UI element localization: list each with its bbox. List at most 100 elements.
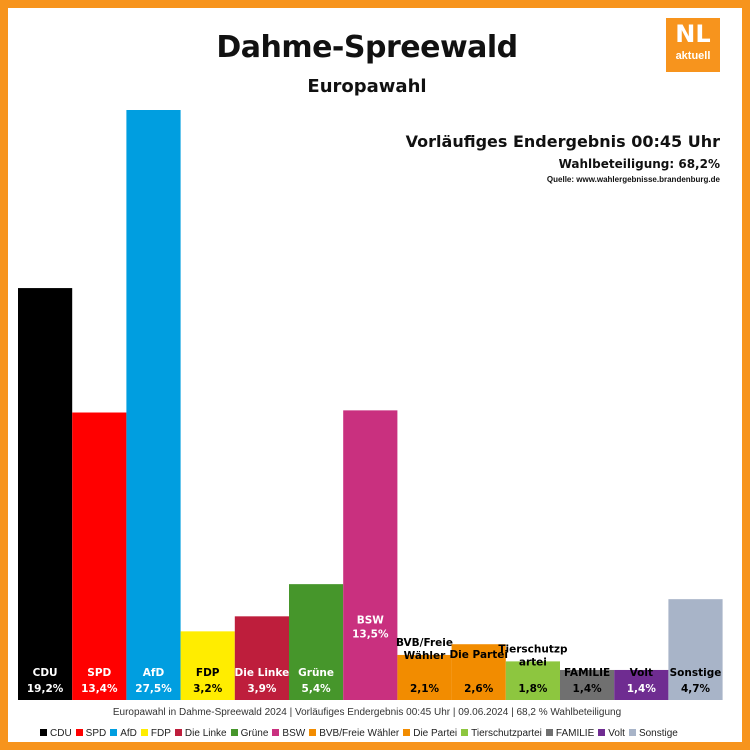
legend-label: BSW: [282, 728, 306, 739]
legend-label: Volt: [608, 728, 625, 739]
category-label-line: AfD: [143, 667, 165, 679]
category-label-gr-ne: Grüne: [298, 667, 334, 679]
legend-item-die-partei: Die Partei: [403, 728, 457, 739]
category-label-line: Tierschutzp: [498, 643, 568, 655]
category-label-die-linke: Die Linke: [235, 667, 290, 679]
legend-item-tierschutzpartei: Tierschutzpartei: [461, 728, 542, 739]
bar-tierschutzpartei: [505, 661, 560, 700]
logo-sub-text: aktuell: [675, 50, 711, 62]
logo-main-text: NL: [675, 20, 711, 48]
bar-spd: [72, 412, 127, 700]
value-label-cdu: 19,2%: [27, 683, 64, 695]
category-label-afd: AfD: [143, 667, 165, 679]
category-label-line: artei: [519, 656, 547, 668]
value-label-die-partei: 2,6%: [464, 683, 494, 695]
legend-label: Die Linke: [184, 728, 227, 739]
category-label-line: CDU: [33, 667, 58, 679]
legend-label: Tierschutzpartei: [471, 728, 542, 739]
legend-item-gr-ne: Grüne: [230, 728, 269, 739]
nl-aktuell-logo: NL aktuell: [666, 18, 720, 72]
legend-swatch: [40, 729, 47, 736]
legend-item-spd: SPD: [75, 728, 107, 739]
legend-item-bsw: BSW: [272, 728, 305, 739]
turnout-label: Wahlbeteiligung:: [558, 157, 675, 171]
source-note: Quelle: www.wahlergebnisse.brandenburg.d…: [546, 175, 720, 184]
category-label-sonstige: Sonstige: [670, 667, 722, 679]
bar-bsw: [343, 410, 398, 700]
bar-volt: [614, 669, 669, 700]
legend-label: Sonstige: [638, 728, 678, 739]
bar-gr-ne: [289, 584, 344, 700]
category-label-line: FDP: [196, 667, 220, 679]
legend-item-volt: Volt: [598, 728, 625, 739]
category-label-tierschutzpartei: Tierschutzp artei: [498, 643, 568, 668]
page-title: Dahme-Spreewald: [216, 30, 518, 65]
page-subtitle: Europawahl: [307, 76, 427, 97]
value-label-bsw: 13,5%: [352, 628, 389, 640]
value-label-spd: 13,4%: [81, 683, 118, 695]
bar-sonstige: [668, 599, 723, 700]
legend-swatch: [140, 729, 148, 736]
value-label-afd: 27,5%: [135, 683, 172, 695]
legend-swatch: [230, 729, 238, 736]
value-label-gr-ne: 5,4%: [302, 683, 332, 695]
category-label-line: Grüne: [298, 667, 334, 679]
legend-item-cdu: CDU: [40, 728, 72, 739]
bar-die-partei: [451, 644, 506, 700]
legend-swatch: [272, 729, 280, 736]
legend-swatch: [75, 729, 83, 736]
category-label-line: Sonstige: [670, 667, 722, 679]
value-label-fdp: 3,2%: [193, 683, 223, 695]
chart-legend: CDU SPD AfD FDP Die Linke Grüne BSW BVB/Freie W…: [40, 728, 682, 739]
category-label-spd: SPD: [87, 667, 111, 679]
legend-label: FAMILIE: [555, 728, 595, 739]
value-label-volt: 1,4%: [627, 683, 657, 695]
legend-label: CDU: [50, 728, 72, 739]
bar-cdu: [18, 288, 73, 700]
legend-item-familie: FAMILIE: [545, 728, 595, 739]
category-label-line: Die Partei: [449, 649, 508, 661]
category-label-bvb-freie-w-hler: BVB/Freie Wähler: [396, 637, 453, 662]
category-label-line: FAMILIE: [564, 667, 610, 679]
legend-label: SPD: [85, 728, 107, 739]
turnout-row: Wahlbeteiligung: 68,2%: [559, 157, 720, 171]
bar-familie: [560, 669, 615, 700]
legend-swatch: [309, 729, 317, 736]
bar-die-linke: [234, 616, 289, 700]
value-label-tierschutzpartei: 1,8%: [518, 683, 548, 695]
legend-label: Grüne: [240, 728, 269, 739]
value-label-bvb-freie-w-hler: 2,1%: [410, 683, 440, 695]
legend-item-die-linke: Die Linke: [174, 728, 227, 739]
legend-item-bvb-freie-w-hler: BVB/Freie Wähler: [309, 728, 399, 739]
legend-label: Die Partei: [413, 728, 458, 739]
category-label-line: Volt: [630, 667, 653, 679]
category-label-die-partei: Die Partei: [449, 649, 508, 661]
value-label-die-linke: 3,9%: [247, 683, 277, 695]
result-status: Vorläufiges Endergebnis 00:45 Uhr: [405, 132, 720, 151]
legend-swatch: [461, 729, 469, 736]
value-label-familie: 1,4%: [573, 683, 603, 695]
category-label-line: Die Linke: [235, 667, 290, 679]
bar-bvb-freie-w-hler: [397, 654, 452, 700]
legend-swatch: [598, 729, 606, 736]
category-label-line: BVB/Freie: [396, 637, 453, 649]
category-label-bsw: BSW: [357, 614, 385, 626]
turnout-value: 68,2%: [678, 157, 720, 171]
legend-swatch: [628, 729, 636, 736]
legend-label: FDP: [150, 728, 171, 739]
category-label-familie: FAMILIE: [564, 667, 610, 679]
legend-swatch: [174, 729, 182, 736]
legend-swatch: [545, 729, 553, 736]
category-label-line: SPD: [87, 667, 111, 679]
category-label-cdu: CDU: [33, 667, 58, 679]
legend-swatch: [403, 729, 411, 736]
legend-swatch: [110, 729, 118, 736]
legend-item-afd: AfD: [110, 728, 137, 739]
legend-label: BVB/Freie Wähler: [319, 728, 400, 739]
category-label-fdp: FDP: [196, 667, 220, 679]
bar-afd: [126, 110, 181, 700]
footer-text: Europawahl in Dahme-Spreewald 2024 | Vor…: [112, 707, 622, 718]
legend-item-sonstige: Sonstige: [628, 728, 678, 739]
bar-fdp: [180, 631, 235, 700]
